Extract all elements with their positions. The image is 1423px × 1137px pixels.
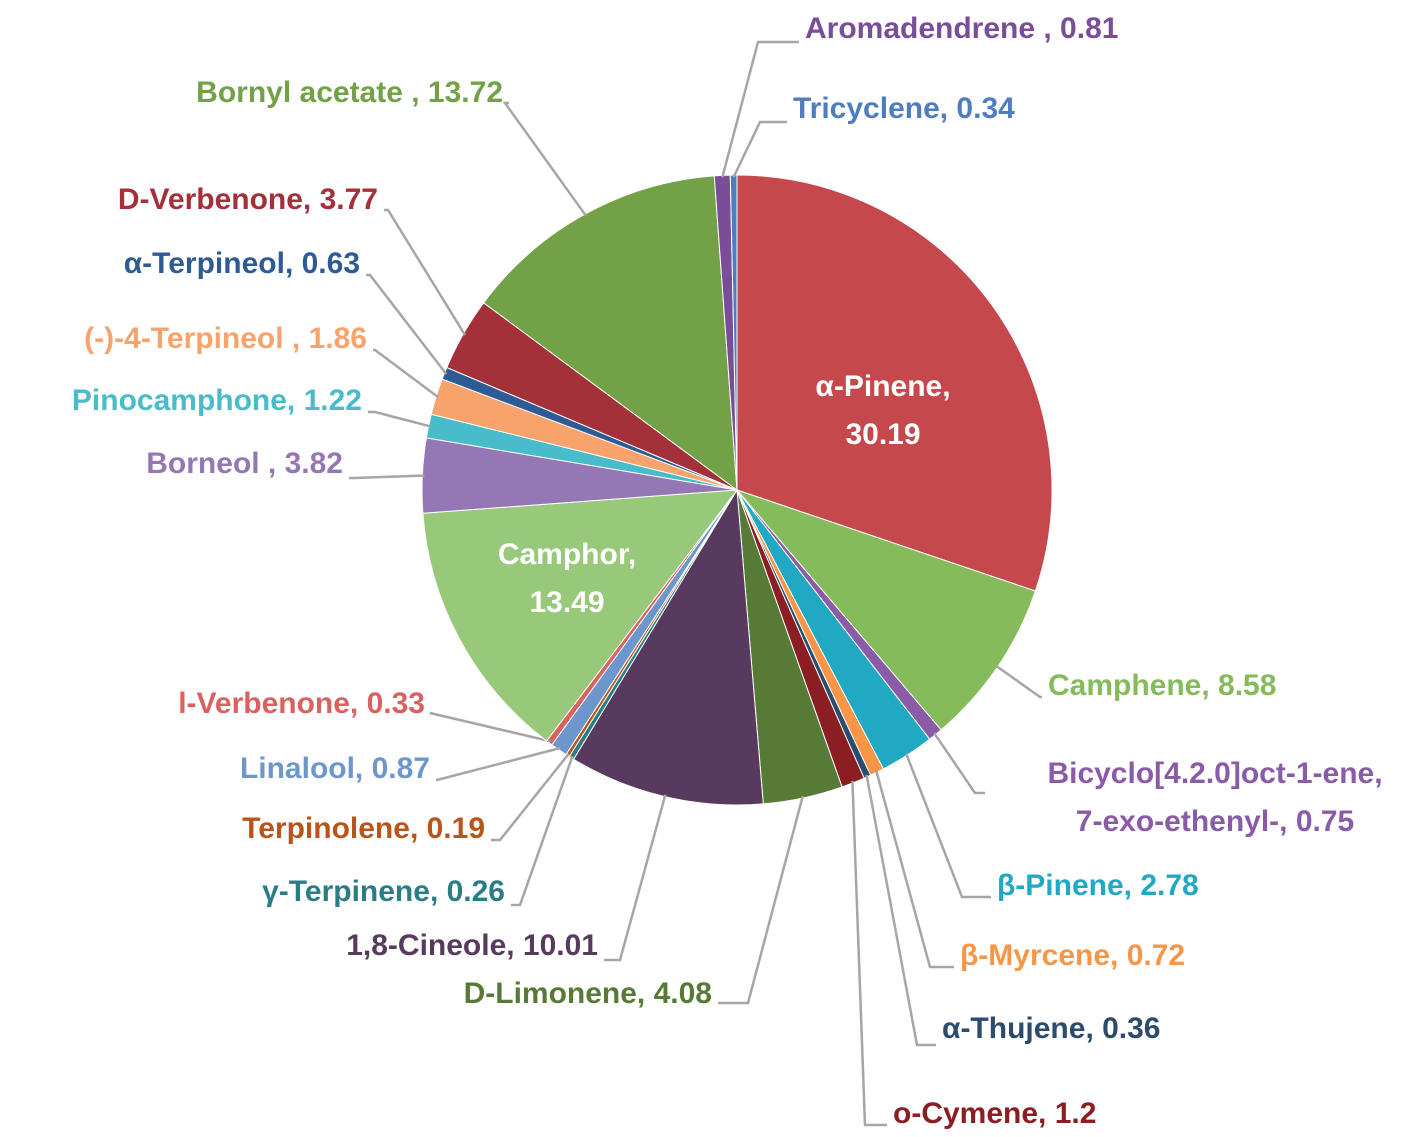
- pie-slice: [736, 174, 1053, 592]
- data-label: (-)-4-Terpineol , 1.86: [84, 322, 367, 355]
- leader-line: [384, 208, 467, 336]
- leader-line: [874, 770, 954, 969]
- data-label: β-Myrcene, 0.72: [960, 939, 1185, 972]
- leader-line: [604, 794, 667, 962]
- leader-line: [368, 410, 431, 428]
- leader-line: [373, 348, 439, 399]
- leader-line: [904, 752, 991, 899]
- leader-line: [933, 732, 985, 795]
- data-label: Pinocamphone, 1.22: [72, 384, 362, 417]
- leader-line: [366, 273, 448, 375]
- data-label: α-Terpineol, 0.63: [124, 247, 360, 280]
- data-label: Borneol , 3.82: [146, 447, 343, 480]
- leader-line: [721, 40, 799, 178]
- data-label: β-Pinene, 2.78: [997, 869, 1199, 902]
- leader-line: [349, 474, 425, 480]
- data-label: D-Limonene, 4.08: [464, 977, 712, 1010]
- data-label: 1,8-Cineole, 10.01: [346, 929, 598, 962]
- data-label: γ-Terpinene, 0.26: [262, 875, 505, 908]
- leader-line: [491, 753, 570, 842]
- data-label: Bornyl acetate , 13.72: [196, 76, 503, 109]
- data-label: l-Verbenone, 0.33: [178, 687, 425, 720]
- leader-line: [429, 711, 551, 743]
- data-label: Camphor, 13.49: [498, 538, 636, 619]
- leader-line: [718, 795, 805, 1005]
- data-label: Linalool, 0.87: [240, 752, 430, 785]
- leader-line: [436, 746, 561, 782]
- data-label: α-Pinene, 30.19: [815, 370, 950, 451]
- leader-line: [502, 101, 588, 217]
- data-label: D-Verbenone, 3.77: [118, 183, 378, 216]
- data-label: Bicyclo[4.2.0]oct-1-ene, 7-exo-ethenyl-, …: [1047, 757, 1382, 838]
- data-label: Tricyclene, 0.34: [793, 92, 1015, 125]
- data-label: o-Cymene, 1.2: [893, 1097, 1096, 1130]
- data-label: Aromadendrene , 0.81: [805, 12, 1118, 45]
- pie-slice: [422, 489, 739, 742]
- leader-line: [851, 780, 887, 1127]
- leader-line: [732, 120, 787, 178]
- data-label: Camphene, 8.58: [1048, 669, 1276, 702]
- data-label: α-Thujene, 0.36: [942, 1012, 1161, 1045]
- leader-line: [865, 774, 936, 1047]
- data-label: Terpinolene, 0.19: [242, 812, 485, 845]
- leader-line: [995, 664, 1042, 699]
- leader-line: [511, 755, 574, 907]
